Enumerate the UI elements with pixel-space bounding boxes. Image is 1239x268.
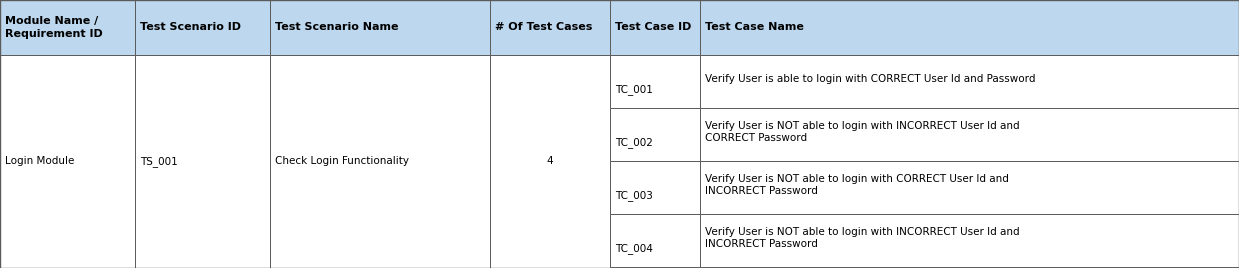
Text: Test Case Name: Test Case Name bbox=[705, 23, 804, 32]
Bar bbox=[135, 55, 270, 268]
Text: TC_003: TC_003 bbox=[615, 190, 653, 201]
Bar bbox=[700, 161, 1239, 214]
Bar bbox=[270, 0, 489, 55]
Text: Verify User is NOT able to login with CORRECT User Id and
INCORRECT Password: Verify User is NOT able to login with CO… bbox=[705, 174, 1009, 196]
Text: Verify User is NOT able to login with INCORRECT User Id and
INCORRECT Password: Verify User is NOT able to login with IN… bbox=[705, 227, 1020, 249]
Text: # Of Test Cases: # Of Test Cases bbox=[496, 23, 592, 32]
Text: Test Scenario ID: Test Scenario ID bbox=[140, 23, 242, 32]
Bar bbox=[270, 55, 489, 268]
Bar bbox=[0, 0, 135, 55]
Bar bbox=[700, 0, 1239, 55]
Bar bbox=[0, 55, 135, 268]
Bar bbox=[610, 161, 700, 214]
Text: TC_004: TC_004 bbox=[615, 243, 653, 254]
Text: Login Module: Login Module bbox=[5, 157, 74, 166]
Bar bbox=[489, 55, 610, 268]
Bar bbox=[610, 55, 700, 108]
Text: TC_001: TC_001 bbox=[615, 84, 653, 95]
Bar bbox=[610, 55, 700, 268]
Bar bbox=[700, 108, 1239, 161]
Text: 4: 4 bbox=[546, 157, 554, 166]
Bar bbox=[489, 0, 610, 55]
Bar bbox=[135, 0, 270, 55]
Text: Verify User is NOT able to login with INCORRECT User Id and
CORRECT Password: Verify User is NOT able to login with IN… bbox=[705, 121, 1020, 143]
Text: Test Scenario Name: Test Scenario Name bbox=[275, 23, 399, 32]
Bar bbox=[610, 108, 700, 161]
Bar bbox=[610, 0, 700, 55]
Bar bbox=[700, 55, 1239, 108]
Text: Verify User is able to login with CORRECT User Id and Password: Verify User is able to login with CORREC… bbox=[705, 74, 1036, 84]
Bar bbox=[610, 214, 700, 267]
Text: TS_001: TS_001 bbox=[140, 156, 177, 167]
Text: TC_002: TC_002 bbox=[615, 137, 653, 148]
Text: Check Login Functionality: Check Login Functionality bbox=[275, 157, 409, 166]
Text: Test Case ID: Test Case ID bbox=[615, 23, 691, 32]
Bar bbox=[700, 214, 1239, 267]
Text: Module Name /
Requirement ID: Module Name / Requirement ID bbox=[5, 16, 103, 39]
